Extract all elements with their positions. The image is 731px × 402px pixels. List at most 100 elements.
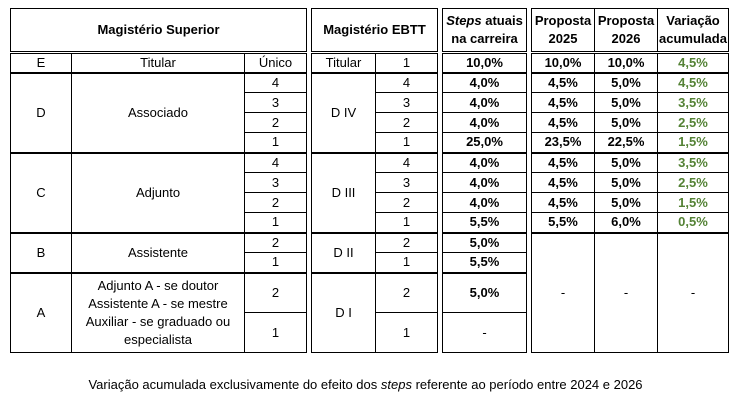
caption-pre: Variação acumulada exclusivamente do efe… xyxy=(88,377,381,392)
steps-c3: 4,0% xyxy=(442,172,527,193)
header-row: Magistério Superior Magistério EBTT Step… xyxy=(10,8,729,73)
classe-b: B xyxy=(10,231,72,273)
steps-a1: - xyxy=(442,312,527,353)
ebtt-nivel-c2: 2 xyxy=(375,192,438,213)
cargo-adjunto: Adjunto xyxy=(71,151,245,233)
nivel-d3: 3 xyxy=(244,92,307,113)
career-table-container: Magistério Superior Magistério EBTT Step… xyxy=(10,8,729,353)
table-row-c4: C Adjunto 4 D III 4 4,0% 4,5% 5,0% 3,5% xyxy=(10,151,729,233)
p2025-c3: 4,5% xyxy=(531,172,595,193)
career-table: Magistério Superior Magistério EBTT Step… xyxy=(10,8,729,353)
ebtt-nivel-c4: 4 xyxy=(375,151,438,173)
cargo-associado: Associado xyxy=(71,71,245,153)
var-d1: 1,5% xyxy=(657,132,729,153)
header-steps-line2: na carreira xyxy=(451,31,518,46)
table-row-d3: 3 3 4,0% 4,5% 5,0% 3,5% xyxy=(11,92,729,113)
nivel-c3: 3 xyxy=(244,172,307,193)
header-p2026-l1: Proposta xyxy=(597,13,655,28)
table-row-c1: 1 1 5,5% 5,5% 6,0% 0,5% xyxy=(11,212,729,233)
p2026-d2: 5,0% xyxy=(594,112,658,133)
ebtt-nivel-d4: 4 xyxy=(375,71,438,93)
caption-steps-em: steps xyxy=(380,377,412,392)
steps-b1: 5,5% xyxy=(442,252,527,273)
ebtt-nivel-b1: 1 xyxy=(375,252,438,273)
table-row-a2: A Adjunto A - se doutor Assistente A - s… xyxy=(10,271,729,353)
header-variacao-acumulada: Variação acumulada xyxy=(657,8,729,53)
header-proposta-2026: Proposta 2026 xyxy=(594,8,658,53)
table-row-b1: 1 1 5,5% xyxy=(11,252,729,273)
p2026-d1: 22,5% xyxy=(594,132,658,153)
var-c3: 2,5% xyxy=(657,172,729,193)
table-row-a1: 1 1 - xyxy=(11,312,729,353)
ebtt-d-i: D I xyxy=(311,271,376,353)
nivel-b2: 2 xyxy=(244,231,307,253)
nivel-b1: 1 xyxy=(244,252,307,273)
p2026-c3: 5,0% xyxy=(594,172,658,193)
ebtt-d-ii: D II xyxy=(311,231,376,273)
cargo-assistente: Assistente xyxy=(71,231,245,273)
ebtt-nivel-a2: 2 xyxy=(375,271,438,313)
table-row-b2: B Assistente 2 D II 2 5,0% - - - xyxy=(10,231,729,353)
p2026-c2: 5,0% xyxy=(594,192,658,213)
cargo-titular: Titular xyxy=(71,51,245,73)
ebtt-titular: Titular xyxy=(311,51,376,73)
p2026-c1: 6,0% xyxy=(594,212,658,233)
nivel-d2: 2 xyxy=(244,112,307,133)
cargo-a-line3: Auxiliar - se graduado ou xyxy=(85,313,231,329)
table-row-e: E Titular Único Titular 1 10,0% 10,0% 10… xyxy=(10,51,729,73)
ebtt-nivel-a1: 1 xyxy=(375,312,438,353)
nivel-c4: 4 xyxy=(244,151,307,173)
nivel-a1: 1 xyxy=(244,312,307,353)
table-caption: Variação acumulada exclusivamente do efe… xyxy=(0,377,731,393)
nivel-a2: 2 xyxy=(244,271,307,313)
p2025-c4: 4,5% xyxy=(531,151,595,173)
steps-d4: 4,0% xyxy=(442,71,527,93)
ebtt-nivel-b2: 2 xyxy=(375,231,438,253)
p2025-d4: 4,5% xyxy=(531,71,595,93)
var-c2: 1,5% xyxy=(657,192,729,213)
p2026-c4: 5,0% xyxy=(594,151,658,173)
steps-e: 10,0% xyxy=(442,51,527,73)
var-e: 4,5% xyxy=(657,51,729,73)
table-row-d1: 1 1 25,0% 23,5% 22,5% 1,5% xyxy=(11,132,729,153)
caption-post: referente ao período entre 2024 e 2026 xyxy=(411,377,643,392)
ebtt-nivel-d2: 2 xyxy=(375,112,438,133)
steps-d2: 4,0% xyxy=(442,112,527,133)
ebtt-nivel-c3: 3 xyxy=(375,172,438,193)
p2026-ba-dash: - xyxy=(594,231,658,353)
steps-d3: 4,0% xyxy=(442,92,527,113)
header-var-l2: acumulada xyxy=(659,31,727,46)
steps-c1: 5,5% xyxy=(442,212,527,233)
classe-a: A xyxy=(10,271,72,353)
table-row-d4: D Associado 4 D IV 4 4,0% 4,5% 5,0% 4,5% xyxy=(10,71,729,153)
header-p2025-l2: 2025 xyxy=(548,31,578,46)
ebtt-d-iv: D IV xyxy=(311,71,376,153)
ebtt-nivel-d3: 3 xyxy=(375,92,438,113)
nivel-d4: 4 xyxy=(244,71,307,93)
p2026-e: 10,0% xyxy=(594,51,658,73)
p2025-d3: 4,5% xyxy=(531,92,595,113)
header-p2026-l2: 2026 xyxy=(611,31,641,46)
steps-c4: 4,0% xyxy=(442,151,527,173)
p2025-c2: 4,5% xyxy=(531,192,595,213)
var-d3: 3,5% xyxy=(657,92,729,113)
classe-e: E xyxy=(10,51,72,73)
p2025-ba-dash: - xyxy=(531,231,595,353)
steps-d1: 25,0% xyxy=(442,132,527,153)
steps-c2: 4,0% xyxy=(442,192,527,213)
nivel-unico: Único xyxy=(244,51,307,73)
p2025-c1: 5,5% xyxy=(531,212,595,233)
steps-a2: 5,0% xyxy=(442,271,527,313)
p2025-d2: 4,5% xyxy=(531,112,595,133)
cargo-a-line2: Assistente A - se mestre xyxy=(88,295,228,311)
table-row-d2: 2 2 4,0% 4,5% 5,0% 2,5% xyxy=(11,112,729,133)
p2026-d4: 5,0% xyxy=(594,71,658,93)
nivel-c2: 2 xyxy=(244,192,307,213)
header-var-l1: Variação xyxy=(666,13,720,28)
steps-b2: 5,0% xyxy=(442,231,527,253)
var-ba-dash: - xyxy=(657,231,729,353)
ebtt-nivel-e: 1 xyxy=(375,51,438,73)
var-c4: 3,5% xyxy=(657,151,729,173)
classe-d: D xyxy=(10,71,72,153)
nivel-d1: 1 xyxy=(244,132,307,153)
